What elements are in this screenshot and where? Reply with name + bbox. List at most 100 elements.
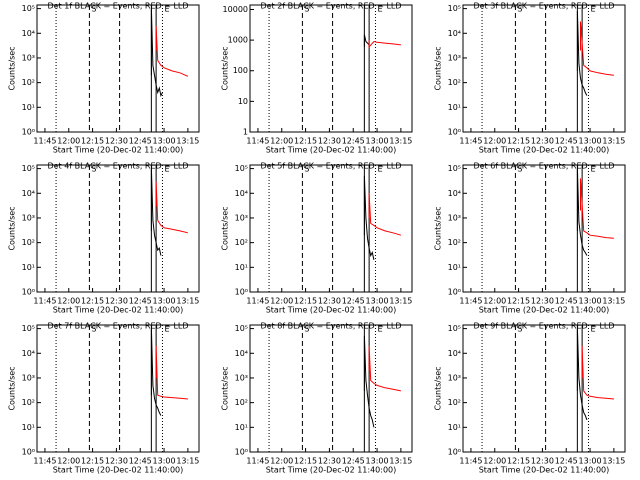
marker-label: S (91, 325, 96, 334)
y-tick-label: 10⁰ (22, 288, 35, 297)
y-tick-label: 10000 (223, 5, 248, 14)
x-axis-label: Start Time (20-Dec-02 11:40:00) (53, 466, 184, 475)
data-line (576, 328, 588, 421)
chart-title: Det 6f BLACK = Events, RED = LLD (473, 162, 614, 171)
marker-label: E (590, 165, 595, 174)
plot-frame (462, 4, 626, 133)
data-line (580, 21, 614, 76)
x-tick-label: 13:15 (176, 137, 199, 146)
x-tick-label: 12:30 (318, 457, 341, 466)
x-tick-label: 11:45 (246, 457, 269, 466)
data-line (150, 328, 162, 416)
y-tick-label: 10³ (235, 373, 248, 382)
y-tick-label: 1 (243, 128, 248, 137)
x-tick-label: 12:15 (294, 137, 317, 146)
x-tick-label: 12:00 (57, 457, 80, 466)
y-tick-label: 1000 (228, 36, 248, 45)
x-tick-label: 11:45 (459, 297, 482, 306)
chart-title: Det 5f BLACK = Events, RED = LLD (260, 162, 401, 171)
data-line (155, 25, 189, 77)
y-tick-label: 10¹ (22, 103, 35, 112)
y-tick-label: 10² (448, 78, 461, 87)
x-tick-label: 13:00 (153, 137, 176, 146)
y-tick-label: 10³ (448, 213, 461, 222)
data-line (363, 175, 375, 261)
panel: 10⁰ 10¹ 10² 10³ 10⁴ 10⁵ 11:45 12:00 12:15 12:30 12… (221, 162, 413, 315)
y-tick-label: 10³ (235, 213, 248, 222)
y-tick-label: 10⁵ (22, 4, 35, 13)
x-tick-label: 11:45 (459, 457, 482, 466)
x-tick-label: 12:00 (270, 457, 293, 466)
y-tick-label: 10⁵ (448, 324, 461, 333)
y-tick-label: 10¹ (448, 103, 461, 112)
x-tick-label: 12:45 (555, 297, 578, 306)
x-tick-label: 13:15 (176, 297, 199, 306)
x-tick-label: 12:45 (129, 137, 152, 146)
y-tick-label: 10⁴ (235, 189, 248, 198)
y-tick-label: 10⁰ (448, 128, 461, 137)
y-tick-label: 10³ (448, 53, 461, 62)
y-tick-label: 10¹ (22, 423, 35, 432)
y-tick-label: 10¹ (235, 263, 248, 272)
marker-label: S (304, 5, 309, 14)
y-tick-label: 100 (233, 66, 248, 75)
y-axis-label: Counts/sec (434, 46, 443, 90)
x-tick-label: 12:30 (105, 457, 128, 466)
y-tick-label: 10⁴ (22, 349, 35, 358)
panel: 10⁰ 10¹ 10² 10³ 10⁴ 10⁵ 11:45 12:00 12:15 12:30 12… (8, 322, 200, 475)
marker-label: E (590, 5, 595, 14)
y-tick-label: 10⁵ (22, 164, 35, 173)
marker-label: E (164, 325, 169, 334)
chart-title: Det 4f BLACK = Events, RED = LLD (47, 162, 188, 171)
x-tick-label: 13:00 (579, 457, 602, 466)
plot-frame (462, 164, 626, 293)
x-tick-label: 12:15 (294, 457, 317, 466)
data-line (576, 168, 588, 256)
x-tick-label: 12:00 (57, 137, 80, 146)
x-axis-label: Start Time (20-Dec-02 11:40:00) (266, 306, 397, 315)
y-tick-label: 10⁰ (448, 448, 461, 457)
panel: 10⁰ 10¹ 10² 10³ 10⁴ 10⁵ 11:45 12:00 12:15 12:30 12… (8, 162, 200, 315)
x-tick-label: 12:30 (318, 137, 341, 146)
y-tick-label: 10⁰ (235, 448, 248, 457)
marker-label: E (377, 5, 382, 14)
x-tick-label: 11:45 (33, 297, 56, 306)
x-tick-label: 12:00 (483, 137, 506, 146)
data-line (155, 181, 189, 234)
x-tick-label: 11:45 (246, 137, 269, 146)
panel: 10⁰ 10¹ 10² 10³ 10⁴ 10⁵ 11:45 12:00 12:15 12:30 12… (8, 2, 200, 155)
x-tick-label: 12:30 (531, 297, 554, 306)
x-tick-label: 13:15 (389, 457, 412, 466)
x-tick-label: 13:00 (153, 297, 176, 306)
x-axis-label: Start Time (20-Dec-02 11:40:00) (266, 466, 397, 475)
y-tick-label: 10⁰ (235, 288, 248, 297)
y-tick-label: 10⁵ (235, 324, 248, 333)
data-line (368, 345, 402, 392)
data-line (580, 178, 614, 239)
panel: 10⁰ 10¹ 10² 10³ 10⁴ 10⁵ 11:45 12:00 12:15 12:30 12… (434, 322, 626, 475)
x-tick-label: 13:00 (579, 137, 602, 146)
chart-title: Det 7f BLACK = Events, RED = LLD (47, 322, 188, 331)
x-axis-label: Start Time (20-Dec-02 11:40:00) (53, 306, 184, 315)
x-tick-label: 12:30 (105, 137, 128, 146)
x-tick-label: 13:15 (389, 137, 412, 146)
y-axis-label: Counts/sec (221, 46, 230, 90)
marker-label: S (517, 165, 522, 174)
x-tick-label: 11:45 (33, 457, 56, 466)
y-tick-label: 10² (448, 398, 461, 407)
x-tick-label: 12:00 (57, 297, 80, 306)
x-tick-label: 11:45 (33, 137, 56, 146)
y-tick-label: 10³ (22, 213, 35, 222)
marker-label: S (517, 325, 522, 334)
y-tick-label: 10¹ (22, 263, 35, 272)
data-line (368, 40, 401, 49)
y-tick-label: 10⁴ (22, 29, 35, 38)
x-tick-label: 13:00 (579, 297, 602, 306)
x-tick-label: 12:45 (342, 297, 365, 306)
plot-frame (36, 324, 200, 453)
x-tick-label: 12:15 (81, 457, 104, 466)
y-tick-label: 10³ (22, 53, 35, 62)
y-tick-label: 10⁵ (22, 324, 35, 333)
x-tick-label: 12:15 (507, 457, 530, 466)
